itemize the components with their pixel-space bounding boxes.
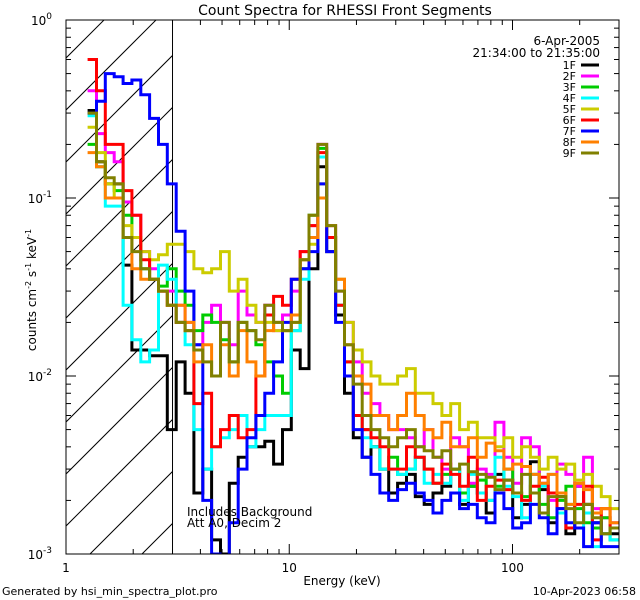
y-label-part-2: s [25, 271, 39, 281]
legend-label: 8F [563, 136, 576, 149]
legend-item: 1F [563, 59, 599, 72]
date-label: 6-Apr-2005 [533, 34, 600, 48]
series-5F [87, 125, 619, 511]
y-tick-label: 100 [31, 12, 52, 28]
y-label-sup-2: -1 [24, 263, 33, 271]
legend-item: 6F [563, 114, 599, 127]
hatch-line [66, 366, 173, 475]
legend-item: 2F [563, 70, 599, 83]
y-label-part-1: counts cm [25, 289, 39, 351]
legend-item: 7F [563, 125, 599, 138]
hatch-line [66, 418, 173, 527]
y-tick-label: 10-1 [28, 190, 52, 206]
legend-item: 5F [563, 103, 599, 116]
y-tick-label: 10-3 [28, 546, 52, 562]
hatch-line [66, 20, 157, 111]
footer-generated-by: Generated by hsi_min_spectra_plot.pro [2, 585, 218, 598]
y-label-sup-3: -1 [24, 229, 33, 237]
series-9F [87, 111, 619, 536]
legend-item: 3F [563, 81, 599, 94]
plot-frame [65, 19, 620, 555]
axis-ticks: 1 10 100 100 10-1 10-2 10-3 [28, 12, 620, 575]
y-label-sup-1: -2 [24, 281, 33, 289]
legend-label: 7F [563, 125, 576, 138]
legend-label: 1F [563, 59, 576, 72]
y-tick-label: 10-2 [28, 368, 52, 384]
legend-label: 4F [563, 92, 576, 105]
annotation-background: Includes Background [187, 505, 312, 519]
legend-label: 5F [563, 103, 576, 116]
legend-label: 2F [563, 70, 576, 83]
y-axis-label: counts cm-2 s-1 keV-1 [24, 229, 39, 351]
x-tick-label: 100 [501, 561, 524, 575]
x-axis-label: Energy (keV) [303, 574, 380, 588]
legend-item: 9F [563, 147, 599, 160]
series-layer [87, 58, 619, 554]
legend-label: 9F [563, 147, 576, 160]
legend-label: 3F [563, 81, 576, 94]
y-label-part-3: keV [25, 236, 39, 263]
time-range-label: 21:34:00 to 21:35:00 [473, 46, 600, 60]
hatch-line [0, 0, 118, 554]
hatch-line [66, 158, 173, 267]
x-tick-label: 10 [282, 561, 297, 575]
excluded-energy-hatching [0, 0, 174, 554]
footer-timestamp: 10-Apr-2023 06:58 [533, 585, 636, 598]
hatch-line [66, 106, 173, 215]
legend-item: 4F [563, 92, 599, 105]
hatch-line [66, 20, 105, 59]
hatch-line [66, 262, 173, 371]
hatch-line [66, 210, 173, 319]
legend-label: 6F [563, 114, 576, 127]
x-tick-label: 1 [62, 561, 70, 575]
hatch-line [66, 54, 173, 163]
annotation-attenuator: Att A0, Decim 2 [187, 516, 281, 530]
hatch-lines [0, 0, 173, 554]
hatch-line [66, 314, 173, 423]
legend-item: 8F [563, 136, 599, 149]
chart-title: Count Spectra for RHESSI Front Segments [198, 3, 492, 19]
